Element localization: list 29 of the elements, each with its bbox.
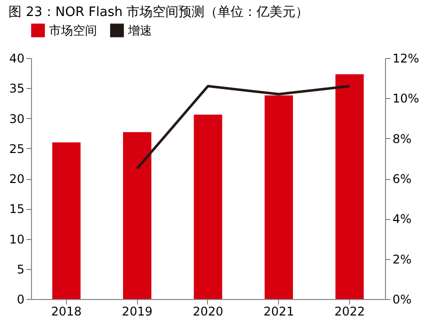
y-tick-label: 40	[9, 52, 24, 66]
x-tick-label: 2020	[192, 304, 224, 318]
y-tick-label: 35	[9, 82, 24, 96]
y2-tick-label: 12%	[392, 52, 420, 66]
y-tick-label: 5	[16, 262, 24, 276]
bar	[123, 132, 152, 299]
x-tick-label: 2022	[334, 304, 365, 318]
y-tick-label: 10	[9, 232, 24, 246]
bar	[194, 114, 222, 299]
y-tick-label: 20	[9, 172, 24, 186]
y-tick-label: 25	[9, 142, 24, 156]
legend-label: 市场空间	[49, 23, 97, 38]
y2-tick-label: 0%	[392, 292, 412, 306]
bar	[52, 142, 81, 299]
y2-tick-label: 2%	[392, 252, 412, 266]
y-tick-label: 0	[16, 292, 24, 306]
bar	[335, 74, 364, 299]
bar	[264, 95, 293, 299]
y-tick-label: 30	[9, 112, 24, 126]
y2-tick-label: 10%	[392, 92, 420, 106]
y2-tick-label: 4%	[392, 212, 412, 226]
y2-tick-label: 6%	[392, 172, 412, 186]
x-tick-label: 2018	[51, 304, 82, 318]
y2-tick-label: 8%	[392, 132, 412, 146]
legend-label: 增速	[127, 23, 152, 38]
x-tick-label: 2019	[122, 304, 152, 318]
chart-title: 图 23：NOR Flash 市场空间预测（单位：亿美元）	[8, 4, 309, 20]
y-tick-label: 15	[9, 202, 24, 216]
x-tick-label: 2021	[264, 304, 294, 318]
